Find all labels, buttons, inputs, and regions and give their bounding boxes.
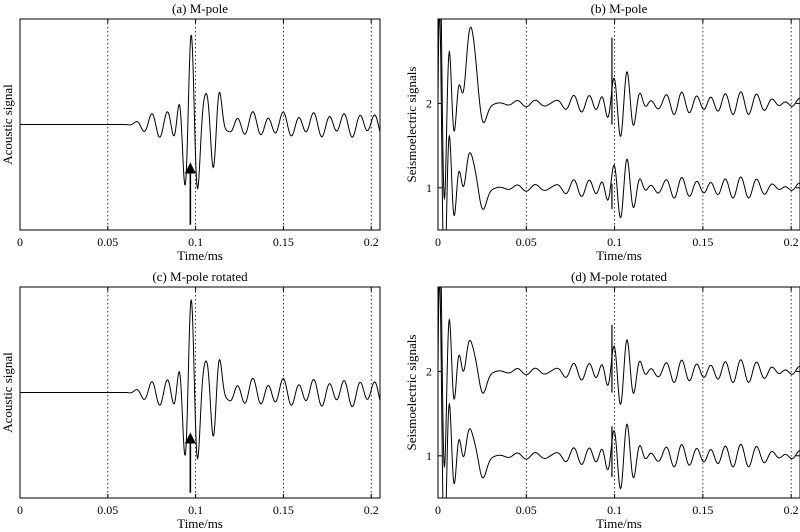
x-tick-label: 0.15: [273, 235, 294, 249]
x-tick-label: 0.1: [607, 235, 622, 249]
x-axis-label: Time/ms: [177, 516, 223, 531]
y-axis-label: Seismoelectric signals: [404, 67, 419, 183]
axes-frame: [19, 18, 381, 231]
x-axis-label: Time/ms: [596, 248, 642, 263]
trace-line: [440, 287, 800, 468]
panel-title: (a) M-pole: [172, 1, 228, 16]
y-tick-label: 1: [426, 449, 432, 463]
y-tick-label: 1: [426, 181, 432, 195]
y-tick-label: 2: [426, 96, 432, 110]
x-axis-label: Time/ms: [596, 516, 642, 531]
panel-a: (a) M-pole 0 0.05 0.1 0.15 0.2 Time/ms Acoustic…: [0, 1, 381, 263]
panel-c: (c) M-pole rotated 0 0.05 0.1 0.15 0.2 Time/ms…: [0, 269, 381, 531]
x-tick-label: 0.2: [784, 235, 799, 249]
x-tick-label: 0: [17, 235, 23, 249]
trace-line: [438, 19, 800, 230]
x-tick-label: 0: [435, 503, 441, 517]
x-tick-label: 0.2: [364, 503, 379, 517]
x-tick-label: 0.15: [692, 503, 713, 517]
trace-line: [440, 19, 800, 200]
x-tick-label: 0.2: [784, 503, 799, 517]
x-tick-label: 0: [435, 235, 441, 249]
panel-b: (b) M-pole 0 0.05 0.1 0.15 0.2 1 2 Time/ms Seismo…: [404, 1, 800, 263]
x-tick-label: 0.1: [607, 503, 622, 517]
trace-line: [20, 299, 380, 461]
x-tick-label: 0.05: [97, 235, 118, 249]
x-axis-label: Time/ms: [177, 248, 223, 263]
x-tick-label: 0.1: [188, 503, 203, 517]
x-tick-label: 0.1: [188, 235, 203, 249]
trace-line: [438, 287, 800, 498]
panel-d: (d) M-pole rotated 0 0.05 0.1 0.15 0.2 1 2 Time/…: [404, 269, 800, 531]
x-tick-label: 0.15: [273, 503, 294, 517]
y-axis-label: Acoustic signal: [0, 84, 15, 165]
panel-title: (c) M-pole rotated: [152, 269, 248, 284]
x-tick-label: 0.15: [692, 235, 713, 249]
trace-line: [20, 34, 380, 190]
x-tick-label: 0: [17, 503, 23, 517]
y-tick-label: 2: [426, 364, 432, 378]
axes-frame: [437, 286, 800, 499]
axes-frame: [19, 286, 381, 499]
x-tick-label: 0.05: [97, 503, 118, 517]
x-tick-label: 0.05: [516, 503, 537, 517]
panel-title: (d) M-pole rotated: [571, 269, 668, 284]
y-axis-label: Seismoelectric signals: [404, 335, 419, 451]
x-tick-label: 0.05: [516, 235, 537, 249]
x-tick-label: 0.2: [364, 235, 379, 249]
axes-frame: [437, 18, 800, 231]
panel-title: (b) M-pole: [591, 1, 648, 16]
y-axis-label: Acoustic signal: [0, 352, 15, 433]
